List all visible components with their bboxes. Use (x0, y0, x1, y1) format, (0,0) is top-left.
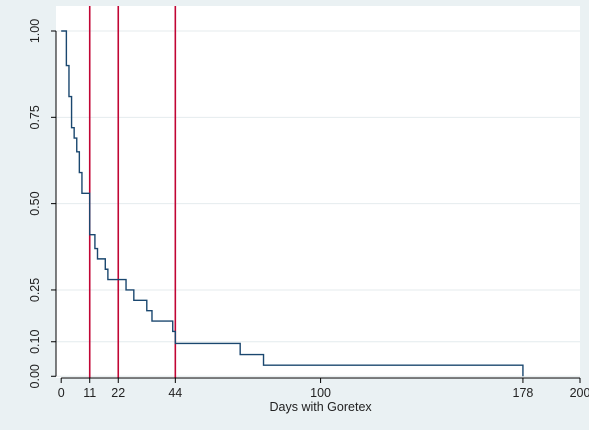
y-tick-label: 0.10 (28, 330, 42, 354)
y-tick-labels: 0.00 0.10 0.25 0.50 0.75 1.00 (28, 19, 42, 389)
x-tick-label: 0 (58, 386, 65, 400)
x-tick-label: 44 (168, 386, 182, 400)
plot-area (56, 6, 580, 378)
survival-curve (61, 30, 524, 377)
reference-lines (88, 6, 177, 378)
x-tick-label: 22 (111, 386, 125, 400)
x-axis-title: Days with Goretex (270, 400, 373, 414)
y-tick-label: 0.50 (28, 191, 42, 215)
x-tick-labels: 0 11 22 44 100 178 200 (58, 386, 589, 400)
y-tick-label: 0.25 (28, 278, 42, 302)
x-tick-label: 200 (570, 386, 589, 400)
x-tick-label: 178 (513, 386, 534, 400)
axes (51, 30, 581, 383)
x-tick-label: 100 (310, 386, 331, 400)
gridlines (56, 30, 580, 377)
y-tick-label: 1.00 (28, 19, 42, 43)
survival-step-line (61, 30, 524, 377)
y-tick-label: 0.00 (28, 364, 42, 388)
x-tick-label: 11 (83, 386, 96, 400)
y-tick-label: 0.75 (28, 105, 42, 129)
